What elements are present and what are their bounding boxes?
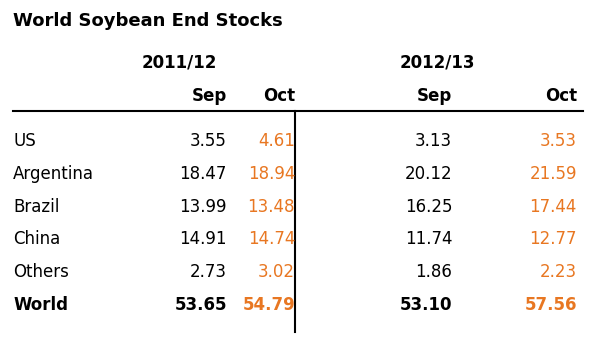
Text: 3.02: 3.02: [258, 263, 295, 281]
Text: 57.56: 57.56: [524, 296, 577, 314]
Text: 14.91: 14.91: [179, 231, 227, 249]
Text: Argentina: Argentina: [13, 165, 94, 183]
Text: 18.47: 18.47: [179, 165, 227, 183]
Text: US: US: [13, 132, 36, 150]
Text: 12.77: 12.77: [529, 231, 577, 249]
Text: 54.79: 54.79: [243, 296, 295, 314]
Text: Oct: Oct: [545, 87, 577, 105]
Text: 3.53: 3.53: [540, 132, 577, 150]
Text: 1.86: 1.86: [415, 263, 452, 281]
Text: Brazil: Brazil: [13, 198, 60, 216]
Text: China: China: [13, 231, 61, 249]
Text: 17.44: 17.44: [529, 198, 577, 216]
Text: 14.74: 14.74: [248, 231, 295, 249]
Text: 53.10: 53.10: [400, 296, 452, 314]
Text: 18.94: 18.94: [248, 165, 295, 183]
Text: Oct: Oct: [263, 87, 295, 105]
Text: World: World: [13, 296, 69, 314]
Text: Others: Others: [13, 263, 69, 281]
Text: Sep: Sep: [417, 87, 452, 105]
Text: 11.74: 11.74: [405, 231, 452, 249]
Text: 13.48: 13.48: [247, 198, 295, 216]
Text: 3.13: 3.13: [415, 132, 452, 150]
Text: 21.59: 21.59: [529, 165, 577, 183]
Text: 2.23: 2.23: [540, 263, 577, 281]
Text: World Soybean End Stocks: World Soybean End Stocks: [13, 12, 283, 30]
Text: Sep: Sep: [191, 87, 227, 105]
Text: 2012/13: 2012/13: [400, 53, 475, 71]
Text: 3.55: 3.55: [190, 132, 227, 150]
Text: 16.25: 16.25: [405, 198, 452, 216]
Text: 13.99: 13.99: [179, 198, 227, 216]
Text: 2011/12: 2011/12: [142, 53, 217, 71]
Text: 20.12: 20.12: [405, 165, 452, 183]
Text: 2.73: 2.73: [190, 263, 227, 281]
Text: 53.65: 53.65: [174, 296, 227, 314]
Text: 4.61: 4.61: [258, 132, 295, 150]
